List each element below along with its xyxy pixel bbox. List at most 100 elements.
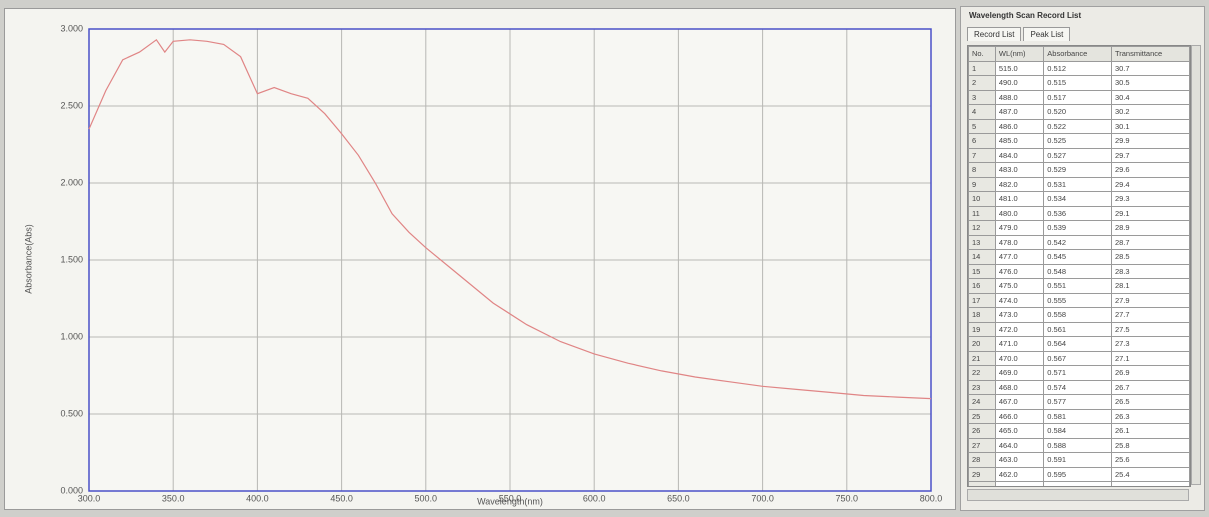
column-header: Transmittance: [1111, 47, 1189, 62]
horizontal-scrollbar[interactable]: [967, 489, 1189, 501]
table-cell: 13: [969, 235, 996, 250]
table-cell: 485.0: [995, 134, 1043, 149]
table-cell: 0.536: [1044, 206, 1112, 221]
x-tick-label: 500.0: [415, 493, 438, 503]
tab[interactable]: Record List: [967, 27, 1021, 41]
table-cell: 21: [969, 351, 996, 366]
record-panel: Wavelength Scan Record List Record List …: [960, 6, 1205, 511]
table-cell: 0.555: [1044, 293, 1112, 308]
table-cell: 2: [969, 76, 996, 91]
table-cell: 30.5: [1111, 76, 1189, 91]
table-cell: 470.0: [995, 351, 1043, 366]
x-tick-label: 300.0: [78, 493, 101, 503]
table-row: 11480.00.53629.1: [969, 206, 1190, 221]
table-cell: 0.595: [1044, 467, 1112, 482]
table-cell: 481.0: [995, 192, 1043, 207]
table-cell: 0.564: [1044, 337, 1112, 352]
table-cell: 0.567: [1044, 351, 1112, 366]
table-cell: 0.591: [1044, 453, 1112, 468]
table-cell: 6: [969, 134, 996, 149]
vertical-scrollbar[interactable]: [1191, 45, 1201, 485]
table-cell: 0.545: [1044, 250, 1112, 265]
table-cell: 9: [969, 177, 996, 192]
x-tick-label: 400.0: [246, 493, 269, 503]
table-cell: 0.581: [1044, 409, 1112, 424]
x-tick-label: 550.0: [499, 493, 522, 503]
table-cell: 0.548: [1044, 264, 1112, 279]
table-cell: 486.0: [995, 119, 1043, 134]
table-cell: 0.515: [1044, 76, 1112, 91]
table-cell: 27: [969, 438, 996, 453]
table-cell: 488.0: [995, 90, 1043, 105]
table-cell: 461.0: [995, 482, 1043, 488]
table-row: 18473.00.55827.7: [969, 308, 1190, 323]
table-cell: 29: [969, 467, 996, 482]
table-cell: 27.1: [1111, 351, 1189, 366]
table-cell: 15: [969, 264, 996, 279]
table-cell: 472.0: [995, 322, 1043, 337]
x-tick-label: 700.0: [751, 493, 774, 503]
table-cell: 25.2: [1111, 482, 1189, 488]
table-cell: 3: [969, 90, 996, 105]
table-cell: 4: [969, 105, 996, 120]
tab[interactable]: Peak List: [1023, 27, 1070, 41]
x-tick-label: 800.0: [920, 493, 943, 503]
table-cell: 0.539: [1044, 221, 1112, 236]
table-cell: 27.5: [1111, 322, 1189, 337]
y-tick-label: 2.500: [60, 100, 83, 110]
table-cell: 16: [969, 279, 996, 294]
table-cell: 490.0: [995, 76, 1043, 91]
table-cell: 26.7: [1111, 380, 1189, 395]
table-cell: 26.3: [1111, 409, 1189, 424]
table-cell: 27.7: [1111, 308, 1189, 323]
table-cell: 515.0: [995, 61, 1043, 76]
x-tick-label: 750.0: [836, 493, 859, 503]
table-row: 3488.00.51730.4: [969, 90, 1190, 105]
table-cell: 30.1: [1111, 119, 1189, 134]
table-row: 12479.00.53928.9: [969, 221, 1190, 236]
table-cell: 28.7: [1111, 235, 1189, 250]
table-cell: 29.6: [1111, 163, 1189, 178]
table-cell: 30.7: [1111, 61, 1189, 76]
table-cell: 484.0: [995, 148, 1043, 163]
table-row: 14477.00.54528.5: [969, 250, 1190, 265]
table-cell: 20: [969, 337, 996, 352]
x-tick-label: 650.0: [667, 493, 690, 503]
table-cell: 30.2: [1111, 105, 1189, 120]
table-cell: 27.3: [1111, 337, 1189, 352]
table-cell: 0.531: [1044, 177, 1112, 192]
table-cell: 471.0: [995, 337, 1043, 352]
table-cell: 480.0: [995, 206, 1043, 221]
table-cell: 28: [969, 453, 996, 468]
table-row: 15476.00.54828.3: [969, 264, 1190, 279]
table-cell: 466.0: [995, 409, 1043, 424]
x-tick-label: 600.0: [583, 493, 606, 503]
table-cell: 0.534: [1044, 192, 1112, 207]
table-row: 19472.00.56127.5: [969, 322, 1190, 337]
table-cell: 462.0: [995, 467, 1043, 482]
table-cell: 8: [969, 163, 996, 178]
table-cell: 0.577: [1044, 395, 1112, 410]
table-cell: 22: [969, 366, 996, 381]
table-row: 9482.00.53129.4: [969, 177, 1190, 192]
chart: Absorbance(Abs) Wavelength(nm) 0.0000.50…: [5, 9, 955, 509]
y-tick-label: 1.000: [60, 331, 83, 341]
table-cell: 29.7: [1111, 148, 1189, 163]
table-cell: 469.0: [995, 366, 1043, 381]
table-cell: 28.1: [1111, 279, 1189, 294]
table-cell: 0.529: [1044, 163, 1112, 178]
table-cell: 17: [969, 293, 996, 308]
